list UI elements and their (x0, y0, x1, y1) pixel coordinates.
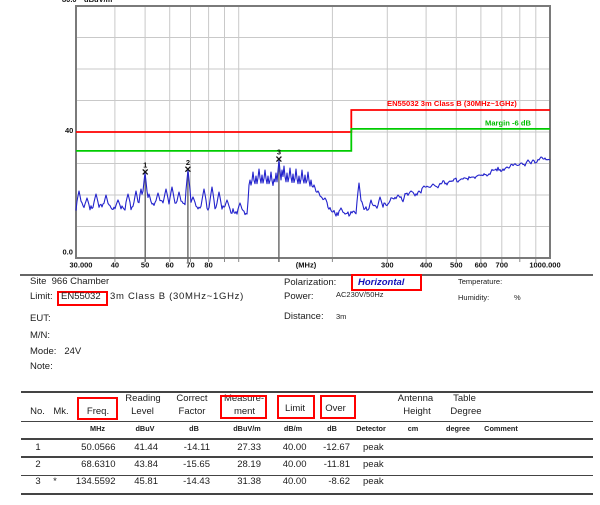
svg-text:300: 300 (381, 261, 394, 270)
svg-text:dBuV/m: dBuV/m (84, 0, 113, 4)
svg-text:EN55032 3m Class B (30MHz~1GHz: EN55032 3m Class B (30MHz~1GHz) (387, 99, 517, 108)
svg-text:2: 2 (186, 158, 190, 167)
svg-text:80.0: 80.0 (62, 0, 77, 4)
svg-text:Margin -6 dB: Margin -6 dB (485, 119, 532, 128)
svg-text:70: 70 (186, 261, 194, 270)
svg-text:40: 40 (65, 126, 73, 135)
svg-text:30.000: 30.000 (70, 261, 93, 270)
svg-text:600: 600 (475, 261, 488, 270)
svg-text:500: 500 (450, 261, 463, 270)
svg-text:50: 50 (141, 261, 149, 270)
svg-text:60: 60 (166, 261, 174, 270)
svg-text:700: 700 (496, 261, 509, 270)
svg-text:1000.000: 1000.000 (529, 261, 560, 270)
svg-text:(MHz): (MHz) (296, 261, 317, 270)
svg-text:3: 3 (277, 148, 281, 157)
svg-text:1: 1 (143, 161, 147, 170)
svg-text:0.0: 0.0 (63, 247, 73, 256)
svg-text:80: 80 (204, 261, 212, 270)
svg-text:400: 400 (420, 261, 433, 270)
svg-text:40: 40 (111, 261, 119, 270)
